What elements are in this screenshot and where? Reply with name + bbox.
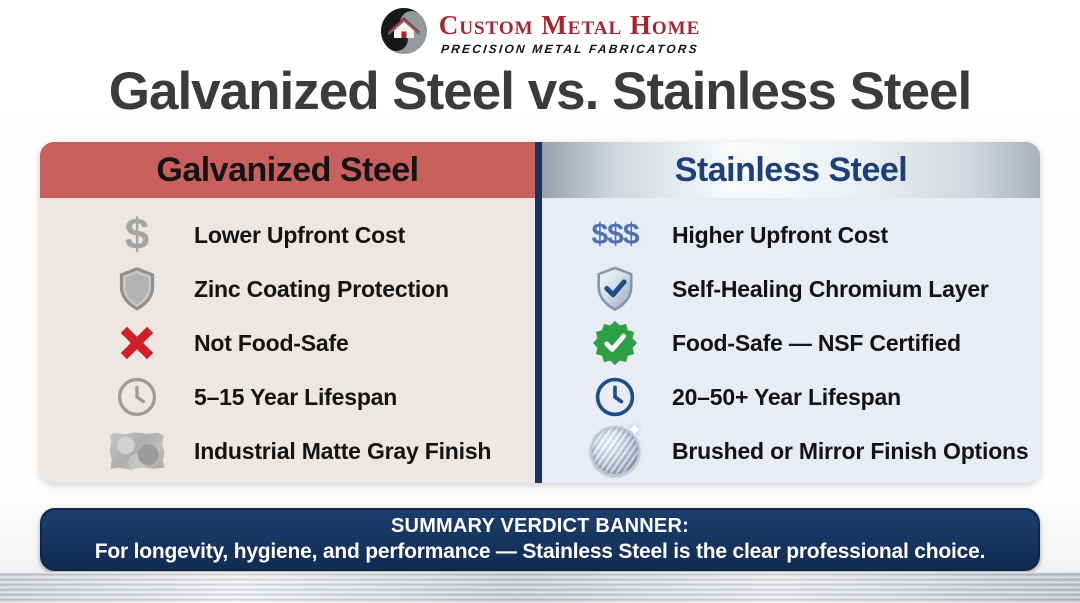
galvanized-body: $ Lower Upfront Cost Zinc Coating Protec… (40, 198, 535, 483)
clock-icon (578, 375, 652, 419)
stainless-body: $$$ Higher Upfront Cost (542, 198, 1040, 483)
x-icon (100, 322, 174, 364)
table-row: Zinc Coating Protection (40, 262, 535, 316)
row-label: Food-Safe — NSF Certified (672, 329, 961, 356)
row-label: Industrial Matte Gray Finish (194, 437, 492, 464)
galvanized-panel: Galvanized Steel $ Lower Upfront Cost Zi… (40, 142, 535, 483)
table-row: $$$ Higher Upfront Cost (542, 208, 1040, 262)
table-row: 5–15 Year Lifespan (40, 370, 535, 424)
table-row: Food-Safe — NSF Certified (542, 316, 1040, 370)
triple-dollar-icon: $$$ (578, 220, 652, 250)
matte-swatch-icon (100, 432, 174, 470)
stainless-header: Stainless Steel (542, 142, 1040, 198)
table-row: ✦ Brushed or Mirror Finish Options (542, 421, 1040, 478)
summary-verdict-banner: SUMMARY VERDICT BANNER: For longevity, h… (40, 508, 1040, 571)
page-title: Galvanized Steel vs. Stainless Steel (108, 62, 973, 121)
triple-dollar-glyph: $$$ (591, 218, 639, 251)
row-label: 5–15 Year Lifespan (194, 383, 398, 410)
row-label: Not Food-Safe (194, 329, 349, 356)
row-label: Zinc Coating Protection (194, 275, 449, 302)
row-label: Self-Healing Chromium Layer (672, 275, 989, 302)
stainless-panel: Stainless Steel $$$ Higher Upfront Cost (542, 142, 1040, 483)
brand-name: Custom Metal Home (438, 10, 701, 41)
dollar-glyph: $ (124, 210, 150, 259)
seal-check-icon (578, 320, 652, 366)
row-label: Brushed or Mirror Finish Options (672, 437, 1029, 464)
banner-heading: SUMMARY VERDICT BANNER: (391, 514, 689, 537)
shield-check-icon (578, 265, 652, 313)
panel-divider (535, 142, 542, 483)
table-row: Industrial Matte Gray Finish (40, 424, 535, 478)
row-label: Higher Upfront Cost (672, 221, 888, 248)
row-label: Lower Upfront Cost (194, 221, 406, 248)
brand-text: Custom Metal Home PRECISION METAL FABRIC… (438, 10, 701, 56)
mirror-disc-icon: ✦ (578, 421, 652, 476)
brushed-metal-strip (0, 572, 1080, 603)
sparkle-glyph: ✦ (626, 420, 642, 440)
clock-icon (100, 375, 174, 419)
row-label: 20–50+ Year Lifespan (672, 383, 901, 410)
brand-header: Custom Metal Home PRECISION METAL FABRIC… (0, 7, 1080, 60)
brand-tagline: PRECISION METAL FABRICATORS (439, 41, 700, 56)
brand-logo-icon (380, 7, 428, 60)
table-row: Self-Healing Chromium Layer (542, 262, 1040, 316)
banner-text: For longevity, hygiene, and performance … (94, 539, 986, 563)
galvanized-header: Galvanized Steel (40, 142, 535, 198)
table-row: Not Food-Safe (40, 316, 535, 370)
shield-icon (100, 266, 174, 312)
table-row: 20–50+ Year Lifespan (542, 370, 1040, 424)
dollar-icon: $ (100, 213, 174, 257)
comparison-table: Galvanized Steel $ Lower Upfront Cost Zi… (40, 142, 1040, 483)
table-row: $ Lower Upfront Cost (40, 208, 535, 262)
